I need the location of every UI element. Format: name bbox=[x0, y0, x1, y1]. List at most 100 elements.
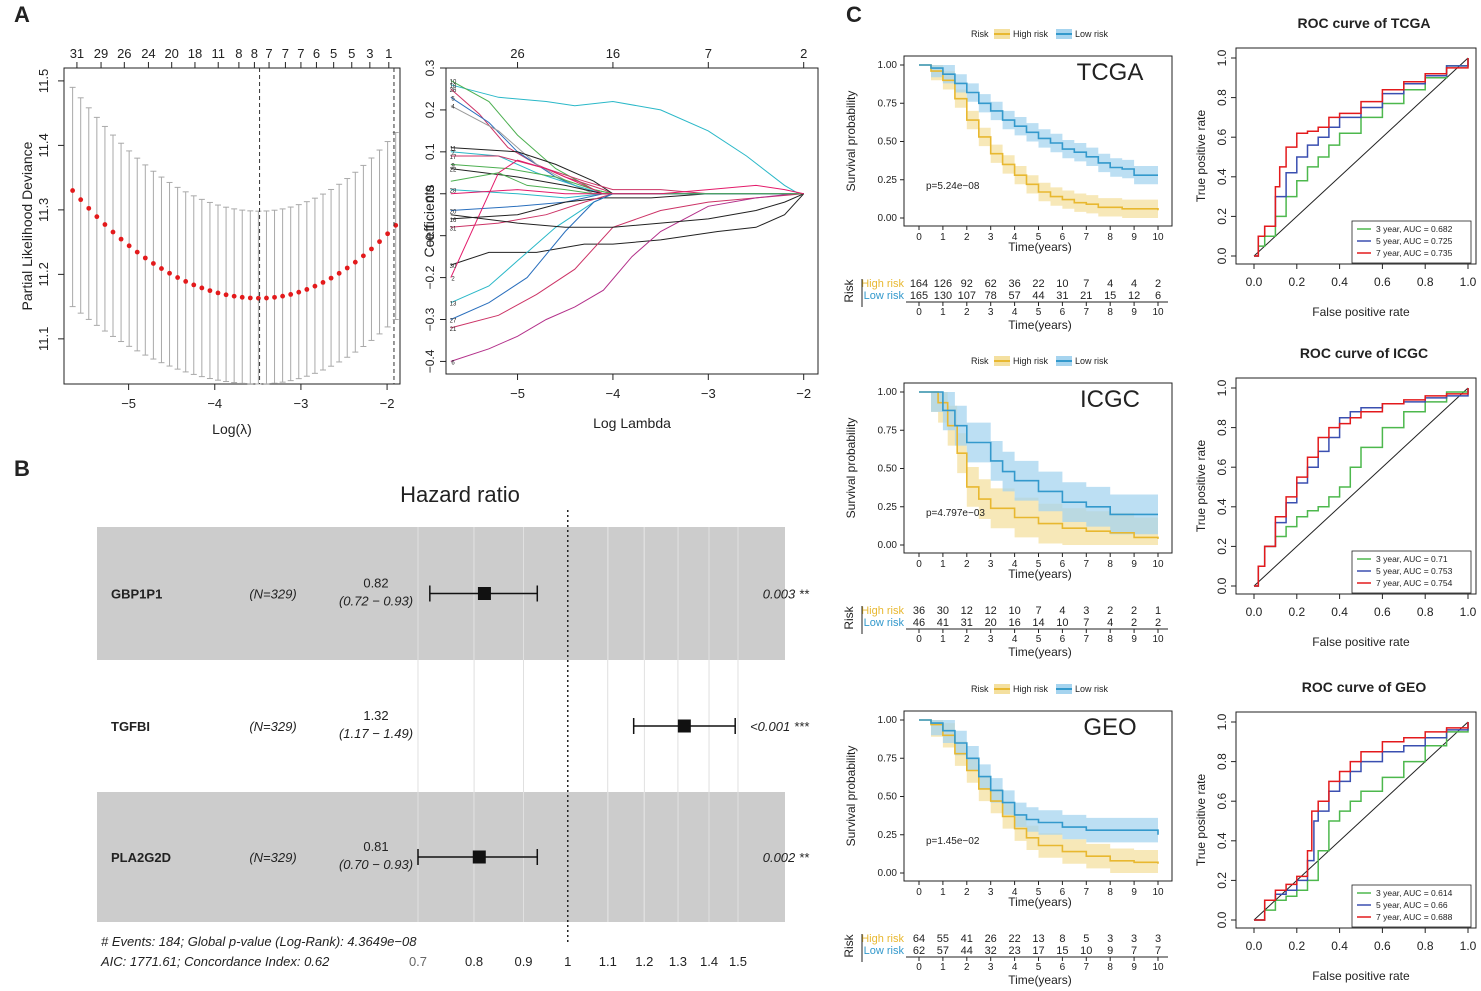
km-p-value: p=4.797e−03 bbox=[926, 508, 985, 519]
cv-top-label: 5 bbox=[348, 46, 355, 61]
km-risk-low-count: 2 bbox=[1131, 617, 1137, 629]
coef-path-18 bbox=[450, 84, 800, 195]
km-risk-low-count: 57 bbox=[1008, 290, 1020, 302]
km-risk-high-count: 164 bbox=[910, 278, 928, 290]
roc-title: ROC curve of TCGA bbox=[1297, 15, 1430, 31]
cv-point bbox=[344, 265, 350, 271]
path-y-tick-label: 0.1 bbox=[423, 143, 437, 160]
cv-point bbox=[78, 197, 84, 203]
km-y-tick-label: 0.25 bbox=[878, 502, 898, 513]
km-risk-high-count: 7 bbox=[1083, 278, 1089, 290]
forest-hr-square bbox=[477, 587, 491, 600]
km-risk-high-count: 7 bbox=[1035, 605, 1041, 617]
km-risk-low-count: 17 bbox=[1032, 945, 1044, 957]
km-risk-tick-label: 9 bbox=[1131, 307, 1137, 318]
km-risk-low-label: Low risk bbox=[864, 617, 905, 629]
forest-x-tick-label: 1.1 bbox=[599, 954, 617, 969]
km-risk-high-count: 1 bbox=[1155, 605, 1161, 617]
cv-top-label: 24 bbox=[141, 46, 155, 61]
cv-y-tick-label: 11.4 bbox=[36, 133, 51, 157]
km-risk-tick-label: 2 bbox=[964, 634, 970, 645]
km-risk-tick-label: 10 bbox=[1152, 307, 1164, 318]
roc-legend-entry: 3 year, AUC = 0.614 bbox=[1376, 888, 1453, 898]
km-risk-high-count: 55 bbox=[937, 933, 949, 945]
path-top-label: 2 bbox=[800, 46, 807, 61]
km-risk-low-count: 21 bbox=[1080, 290, 1092, 302]
km-risk-high-count: 41 bbox=[961, 933, 973, 945]
cv-plot-frame bbox=[63, 67, 401, 385]
forest-gene-label: TGFBI bbox=[111, 719, 150, 734]
km-legend-title: Risk bbox=[971, 356, 989, 366]
path-top-label: 26 bbox=[510, 46, 524, 61]
cv-top-label: 1 bbox=[385, 46, 392, 61]
km-risk-tick-label: 10 bbox=[1152, 634, 1164, 645]
cv-point bbox=[70, 188, 76, 193]
roc-x-tick-label: 0.2 bbox=[1288, 939, 1305, 953]
km-risk-tick-label: 0 bbox=[916, 307, 922, 318]
roc-y-tick-label: 0.2 bbox=[1215, 208, 1229, 225]
forest-x-tick-label: 0.7 bbox=[409, 954, 427, 969]
roc-x-tick-label: 0.2 bbox=[1288, 605, 1305, 619]
km-cohort-title: TCGA bbox=[1077, 59, 1144, 86]
km-x-tick-label: 6 bbox=[1060, 559, 1066, 570]
km-risk-low-label: Low risk bbox=[864, 945, 905, 957]
km-risk-high-count: 5 bbox=[1083, 933, 1089, 945]
forest-x-tick-label: 1.4 bbox=[700, 954, 718, 969]
km-risk-high-count: 3 bbox=[1083, 605, 1089, 617]
coef-series-label: 17 bbox=[450, 155, 457, 161]
cv-point bbox=[385, 231, 391, 237]
coef-series-label: 22 bbox=[450, 168, 457, 174]
coef-series-label: 31 bbox=[450, 226, 457, 232]
forest-x-tick-label: 0.9 bbox=[514, 954, 532, 969]
km-risk-high-count: 4 bbox=[1131, 278, 1137, 290]
km-y-tick-label: 0.25 bbox=[878, 830, 898, 841]
cv-point bbox=[369, 246, 374, 252]
panel-label-c: C bbox=[846, 2, 862, 27]
km-x-tick-label: 6 bbox=[1060, 887, 1066, 898]
cv-x-tick-label: −5 bbox=[121, 396, 136, 411]
roc-y-axis-label: True positive rate bbox=[1194, 110, 1208, 203]
roc-curve-5yr bbox=[1254, 388, 1469, 587]
roc-y-tick-label: 0.2 bbox=[1215, 538, 1229, 555]
path-x-tick-label: −2 bbox=[796, 386, 811, 401]
cv-point bbox=[328, 275, 334, 281]
cv-point bbox=[393, 222, 399, 228]
km-risk-table-label: Risk bbox=[842, 605, 856, 629]
roc-y-tick-label: 0.8 bbox=[1215, 89, 1229, 106]
km-risk-tick-label: 2 bbox=[964, 307, 970, 318]
km-risk-high-count: 126 bbox=[934, 278, 952, 290]
cv-y-tick-label: 11.2 bbox=[36, 262, 51, 286]
coef-series-label: 2 bbox=[451, 277, 455, 283]
roc-legend-entry: 7 year, AUC = 0.754 bbox=[1376, 578, 1453, 588]
km-y-tick-label: 0.50 bbox=[878, 137, 898, 148]
forest-gene-label: PLA2G2D bbox=[111, 850, 171, 865]
km-risk-low-count: 7 bbox=[1155, 945, 1161, 957]
coef-path-6 bbox=[450, 193, 804, 362]
roc-legend-entry: 5 year, AUC = 0.753 bbox=[1376, 566, 1453, 576]
path-y-tick-label: 0.3 bbox=[423, 59, 437, 76]
km-risk-high-count: 10 bbox=[1056, 278, 1068, 290]
km-x-tick-label: 4 bbox=[1012, 232, 1018, 243]
km-x-axis-label: Time(years) bbox=[1008, 895, 1072, 909]
km-risk-tick-label: 8 bbox=[1107, 962, 1113, 973]
cv-x-axis-label: Log(λ) bbox=[212, 421, 252, 437]
coef-series-label: 6 bbox=[451, 360, 455, 366]
km-risk-low-count: 78 bbox=[985, 290, 997, 302]
km-x-tick-label: 0 bbox=[916, 232, 922, 243]
km-risk-tick-label: 3 bbox=[988, 634, 994, 645]
km-y-tick-label: 0.50 bbox=[878, 464, 898, 475]
coef-path-27 bbox=[450, 193, 804, 320]
cv-point bbox=[215, 290, 221, 296]
km-curve-high bbox=[919, 391, 1159, 539]
forest-hr-value: 0.81 bbox=[363, 839, 388, 854]
km-risk-low-count: 23 bbox=[1008, 945, 1020, 957]
forest-ci-value: (0.72 − 0.93) bbox=[339, 594, 413, 609]
km-risk-low-count: 10 bbox=[1080, 945, 1092, 957]
path-y-tick-label: −0.4 bbox=[423, 349, 437, 373]
cv-top-label: 7 bbox=[297, 46, 304, 61]
forest-title: Hazard ratio bbox=[400, 482, 520, 507]
roc-y-tick-label: 0.4 bbox=[1215, 832, 1229, 849]
cv-top-label: 8 bbox=[251, 46, 258, 61]
roc-plot-frame bbox=[1235, 711, 1477, 929]
